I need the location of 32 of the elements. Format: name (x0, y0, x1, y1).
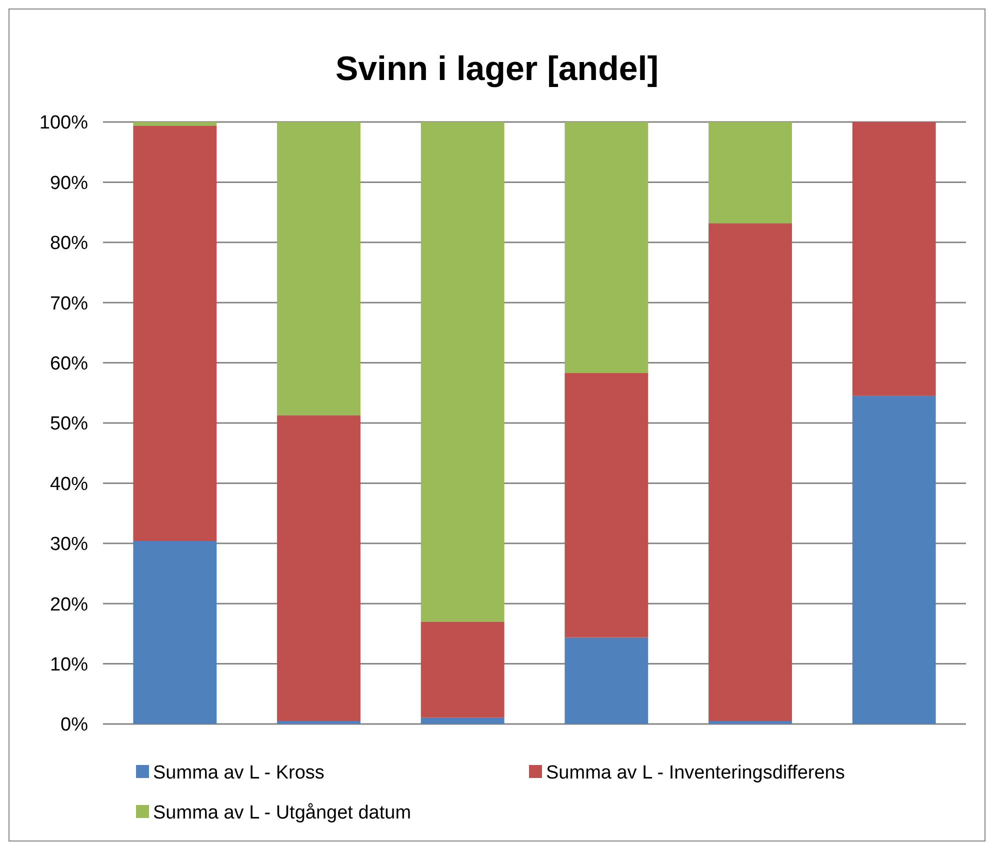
bar (708, 122, 792, 224)
bar (564, 637, 648, 724)
bar (708, 720, 792, 724)
bar (277, 415, 360, 721)
bar (564, 373, 648, 638)
y-tick-label: 80% (50, 233, 88, 254)
bar (420, 717, 504, 724)
bar (852, 396, 936, 724)
bar (277, 720, 360, 724)
bar (420, 622, 504, 718)
legend-label: Summa av L - Utgånget datum (153, 802, 412, 824)
y-tick-label: 0% (60, 714, 88, 736)
chart-title: Svinn i lager [andel] (335, 50, 659, 88)
bar (133, 540, 217, 724)
bar (277, 122, 360, 416)
bar (133, 122, 217, 126)
bar (133, 126, 217, 541)
y-tick-label: 60% (50, 353, 88, 374)
y-tick-label: 50% (50, 414, 88, 435)
bar (564, 122, 648, 374)
y-tick-label: 90% (50, 172, 88, 194)
y-tick-label: 20% (50, 594, 88, 616)
bar (420, 122, 504, 622)
y-tick-label: 40% (50, 474, 88, 495)
y-tick-label: 30% (50, 534, 88, 556)
legend-label: Summa av L - Kross (153, 762, 324, 784)
bar (852, 122, 936, 396)
y-tick-label: 100% (39, 112, 88, 134)
bar (708, 223, 792, 721)
y-tick-label: 70% (50, 293, 88, 314)
legend-label: Summa av L - Inventeringsdifferens (546, 762, 845, 784)
y-tick-label: 10% (50, 654, 88, 676)
